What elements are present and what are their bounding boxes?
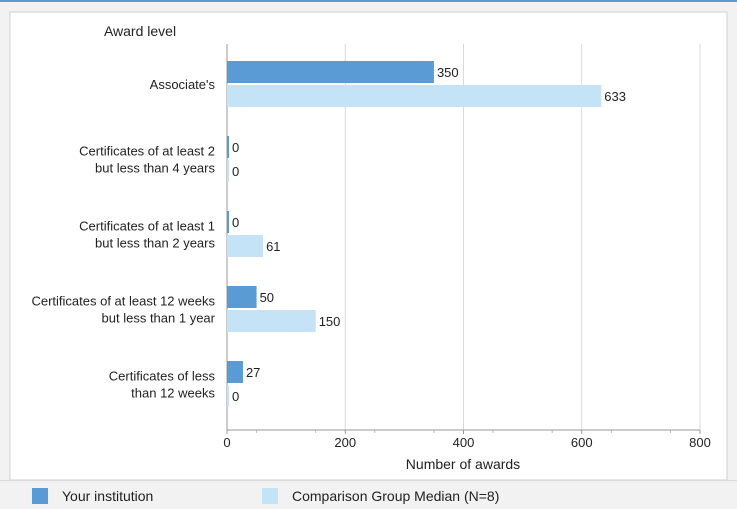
bar bbox=[227, 385, 229, 407]
bar bbox=[227, 160, 229, 182]
data-label: 150 bbox=[319, 314, 341, 329]
bar bbox=[227, 310, 316, 332]
bar-chart: 0 200 400 600 800 350 633 Associate's 0 0 Certific… bbox=[9, 11, 728, 480]
bar bbox=[227, 61, 434, 83]
x-axis-title: Number of awards bbox=[406, 456, 520, 472]
x-tick-label: 200 bbox=[334, 435, 356, 450]
category-label: Associate's bbox=[150, 77, 216, 92]
category-label: Certificates of at least 12 weeks bbox=[31, 294, 215, 309]
data-label: 61 bbox=[266, 239, 280, 254]
category-label: Certificates of at least 2 bbox=[79, 144, 215, 159]
data-label: 50 bbox=[260, 290, 274, 305]
bars bbox=[227, 61, 602, 407]
bar bbox=[227, 286, 257, 308]
y-axis-title: Award level bbox=[104, 23, 176, 39]
legend-label-comparison-group: Comparison Group Median (N=8) bbox=[292, 488, 500, 504]
data-label: 0 bbox=[232, 215, 239, 230]
data-label: 0 bbox=[232, 164, 239, 179]
data-label: 350 bbox=[437, 65, 459, 80]
bar bbox=[227, 361, 243, 383]
legend: Your institution Comparison Group Median… bbox=[0, 480, 737, 509]
x-tick-label: 600 bbox=[571, 435, 593, 450]
bar bbox=[227, 235, 264, 257]
legend-swatch-comparison-group bbox=[262, 488, 278, 504]
category-label: Certificates of less bbox=[109, 369, 216, 384]
legend-swatch-your-institution bbox=[32, 488, 48, 504]
x-tick-label: 0 bbox=[223, 435, 230, 450]
labels: 0 200 400 600 800 350 633 Associate's 0 0 Certific… bbox=[31, 65, 710, 450]
category-label: Certificates of at least 1 bbox=[79, 219, 215, 234]
legend-label-your-institution: Your institution bbox=[62, 488, 154, 504]
gridlines bbox=[344, 44, 701, 430]
bar bbox=[227, 211, 229, 233]
bar bbox=[227, 136, 229, 158]
x-tick-label: 800 bbox=[689, 435, 711, 450]
category-label: but less than 4 years bbox=[95, 161, 215, 176]
data-label: 27 bbox=[246, 365, 260, 380]
category-label: but less than 1 year bbox=[102, 311, 216, 326]
bar bbox=[227, 85, 602, 107]
category-label: than 12 weeks bbox=[131, 386, 215, 401]
top-rule bbox=[0, 0, 737, 2]
data-label: 633 bbox=[604, 89, 626, 104]
category-label: but less than 2 years bbox=[95, 236, 215, 251]
data-label: 0 bbox=[232, 389, 239, 404]
x-tick-label: 400 bbox=[453, 435, 475, 450]
data-label: 0 bbox=[232, 140, 239, 155]
